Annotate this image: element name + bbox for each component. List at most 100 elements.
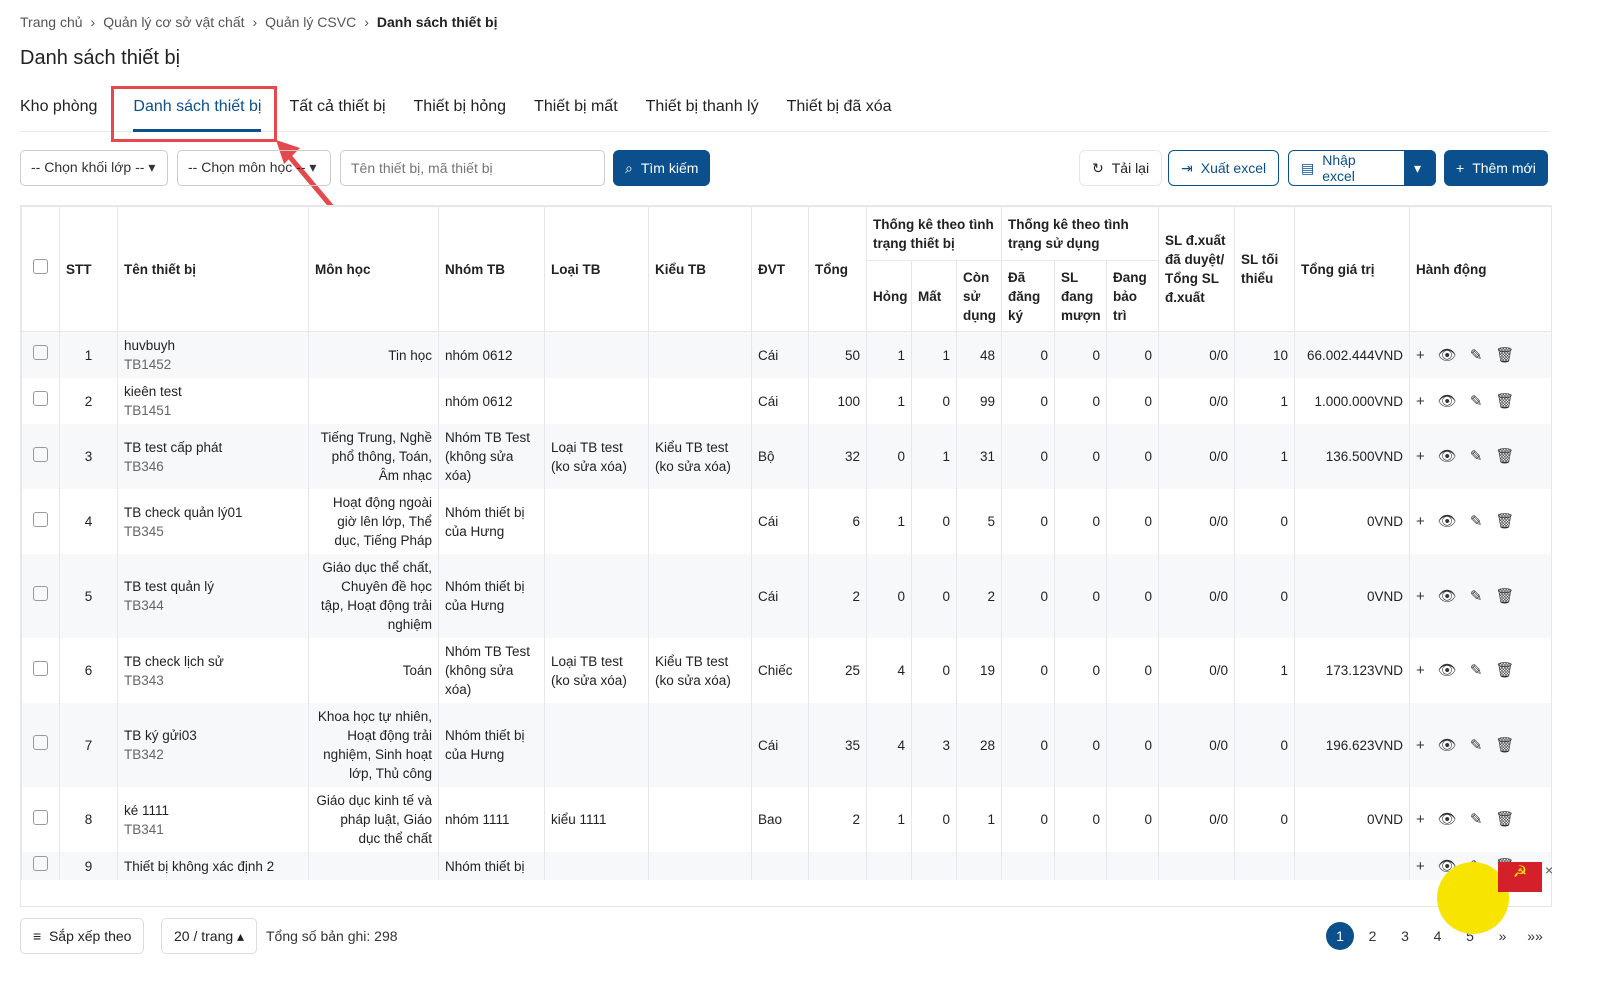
add-icon[interactable]: + xyxy=(1416,736,1425,754)
breadcrumb-csvc[interactable]: Quản lý CSVC xyxy=(265,14,357,30)
row-checkbox[interactable] xyxy=(33,345,48,360)
delete-icon[interactable]: 🗑 xyxy=(1495,346,1515,364)
page-4[interactable]: 4 xyxy=(1433,928,1442,944)
import-dropdown-button[interactable]: ▾ xyxy=(1404,150,1436,186)
cell-num: 0VND xyxy=(1294,787,1411,852)
view-icon[interactable]: 👁 xyxy=(1437,811,1457,828)
subject-select[interactable]: -- Chọn môn học -- ▾ xyxy=(177,150,331,186)
tab-kho-phong[interactable]: Kho phòng xyxy=(20,98,98,115)
equipment-table[interactable]: STT Tên thiết bị Môn học Nhóm TB Loại TB… xyxy=(20,205,1552,907)
cell-style xyxy=(648,331,752,378)
edit-icon[interactable]: ✎ xyxy=(1469,811,1483,828)
delete-icon[interactable]: 🗑 xyxy=(1495,811,1515,828)
close-icon[interactable]: × xyxy=(1545,862,1554,878)
delete-icon[interactable]: 🗑 xyxy=(1495,662,1515,679)
table-row[interactable]: 8 ké 1111 TB341 Giáo dục kinh tế và pháp … xyxy=(21,787,1551,852)
row-checkbox[interactable] xyxy=(33,809,48,825)
grade-select[interactable]: -- Chọn khối lớp -- ▾ xyxy=(20,150,168,186)
row-checkbox[interactable] xyxy=(33,586,48,601)
page-3[interactable]: 3 xyxy=(1401,928,1409,944)
cell-num: 19 xyxy=(956,638,1002,703)
cell-num: 5 xyxy=(956,489,1002,554)
search-button[interactable]: ⌕ Tìm kiếm xyxy=(613,150,711,186)
table-row[interactable]: 1 huvbuyh TB1452 Tin học nhóm 0612 Cái 50 1… xyxy=(21,331,1551,378)
table-row[interactable]: 4 TB check quản lý01 TB345 Hoạt động ngoà… xyxy=(21,489,1551,554)
row-checkbox[interactable] xyxy=(33,511,48,527)
edit-icon[interactable]: ✎ xyxy=(1469,448,1483,465)
row-checkbox[interactable] xyxy=(33,856,48,871)
delete-icon[interactable]: 🗑 xyxy=(1495,736,1515,754)
tab-mat[interactable]: Thiết bị mất xyxy=(534,98,618,115)
add-icon[interactable]: + xyxy=(1416,857,1425,875)
view-icon[interactable]: 👁 xyxy=(1437,736,1457,754)
view-icon[interactable]: 👁 xyxy=(1437,346,1457,364)
add-icon[interactable]: + xyxy=(1416,392,1425,410)
cell-num: 0 xyxy=(1001,378,1055,424)
edit-icon[interactable]: ✎ xyxy=(1469,392,1483,410)
page-size-select[interactable]: 20 / trang ▴ xyxy=(161,918,258,954)
view-icon[interactable]: 👁 xyxy=(1437,662,1457,679)
cell-num: 6 xyxy=(808,489,867,554)
page-5[interactable]: 5 xyxy=(1466,928,1474,944)
row-checkbox[interactable] xyxy=(33,735,48,750)
view-icon[interactable]: 👁 xyxy=(1437,448,1457,465)
device-code: TB341 xyxy=(124,821,164,837)
view-icon[interactable]: 👁 xyxy=(1437,587,1457,605)
export-excel-button[interactable]: ⇥ Xuất excel xyxy=(1168,150,1280,186)
edit-icon[interactable]: ✎ xyxy=(1469,587,1483,605)
add-icon[interactable]: + xyxy=(1416,587,1425,605)
cell-num xyxy=(1105,852,1160,880)
table-row[interactable]: 5 TB test quản lý TB344 Giáo dục thể chất… xyxy=(21,554,1551,638)
cell-num: 0 xyxy=(1234,787,1296,852)
edit-icon[interactable]: ✎ xyxy=(1469,513,1483,530)
delete-icon[interactable]: 🗑 xyxy=(1495,448,1515,465)
tab-da-xoa[interactable]: Thiết bị đã xóa xyxy=(786,98,892,115)
page-last[interactable]: »» xyxy=(1527,928,1543,944)
table-row[interactable]: 3 TB test cấp phát TB346 Tiếng Trung, Ngh… xyxy=(21,424,1551,489)
cell-num: 0 xyxy=(1001,703,1055,787)
reload-button[interactable]: ↻ Tải lại xyxy=(1079,150,1163,186)
add-new-button[interactable]: + Thêm mới xyxy=(1444,150,1548,186)
tab-thanh-ly[interactable]: Thiết bị thanh lý xyxy=(645,98,759,115)
tab-hong[interactable]: Thiết bị hỏng xyxy=(413,98,507,115)
breadcrumb-facilities[interactable]: Quản lý cơ sở vật chất xyxy=(103,14,245,30)
tab-tat-ca[interactable]: Tất cả thiết bị xyxy=(289,98,386,115)
delete-icon[interactable]: 🗑 xyxy=(1495,513,1515,530)
table-row[interactable]: 7 TB ký gửi03 TB342 Khoa học tự nhiên, Ho… xyxy=(21,703,1551,787)
tab-danh-sach-thiet-bi[interactable]: Danh sách thiết bị xyxy=(133,92,262,132)
cell-num: 0 xyxy=(1234,554,1296,638)
row-checkbox[interactable] xyxy=(33,446,48,462)
view-icon[interactable]: 👁 xyxy=(1437,392,1457,410)
table-row[interactable]: 9 Thiết bị không xác định 2 Nhóm thiết b… xyxy=(21,852,1551,880)
cell-num: 10 xyxy=(1234,331,1296,378)
edit-icon[interactable]: ✎ xyxy=(1469,736,1483,754)
cell-num: 48 xyxy=(956,331,1002,378)
select-all-checkbox[interactable] xyxy=(33,259,48,274)
page-2[interactable]: 2 xyxy=(1368,928,1377,944)
table-row[interactable]: 6 TB check lịch sử TB343 Toán Nhóm TB Tes… xyxy=(21,638,1551,703)
add-icon[interactable]: + xyxy=(1416,513,1425,530)
view-icon[interactable]: 👁 xyxy=(1437,513,1457,530)
breadcrumb-home[interactable]: Trang chủ xyxy=(20,14,83,30)
page-next[interactable]: » xyxy=(1498,928,1507,944)
add-icon[interactable]: + xyxy=(1416,346,1425,364)
add-icon[interactable]: + xyxy=(1416,448,1425,465)
row-checkbox[interactable] xyxy=(33,391,48,406)
sort-button[interactable]: ≡ Sắp xếp theo xyxy=(20,918,145,954)
cell-num: 0 xyxy=(866,424,912,489)
mascot-image[interactable] xyxy=(1437,862,1509,934)
row-checkbox[interactable] xyxy=(33,660,48,676)
edit-icon[interactable]: ✎ xyxy=(1469,662,1483,679)
cell-stt: 4 xyxy=(59,489,118,554)
delete-icon[interactable]: 🗑 xyxy=(1495,587,1515,605)
delete-icon[interactable]: 🗑 xyxy=(1495,392,1515,410)
page-1[interactable]: 1 xyxy=(1326,922,1354,950)
cell-num: 35 xyxy=(808,703,867,787)
add-icon[interactable]: + xyxy=(1416,662,1425,679)
device-name: kieên test xyxy=(124,384,182,399)
table-row[interactable]: 2 kieên test TB1451 nhóm 0612 Cái 100 1 0 99 0… xyxy=(21,378,1551,424)
search-input[interactable] xyxy=(340,150,605,186)
edit-icon[interactable]: ✎ xyxy=(1469,346,1483,364)
add-icon[interactable]: + xyxy=(1416,811,1425,828)
cell-type xyxy=(544,703,649,787)
